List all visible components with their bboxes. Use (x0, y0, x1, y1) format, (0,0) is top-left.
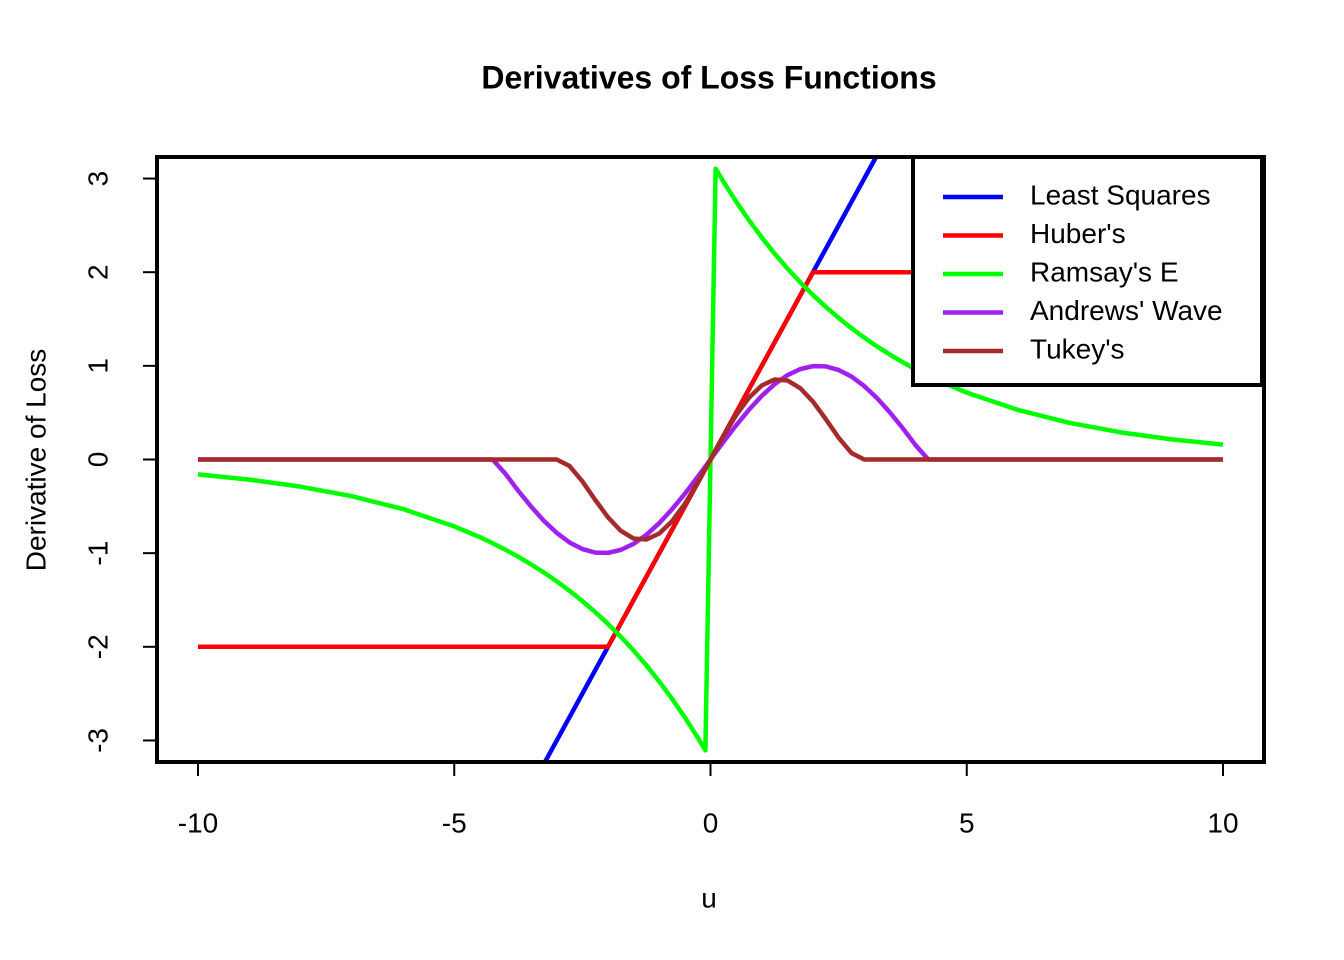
x-tick-label: 0 (703, 807, 719, 838)
x-tick-label: -5 (442, 807, 467, 838)
y-tick-label: -2 (82, 634, 113, 659)
y-tick-label: 2 (82, 264, 113, 280)
y-tick-label: 3 (82, 171, 113, 187)
chart-title: Derivatives of Loss Functions (481, 59, 936, 95)
data-line (198, 377, 1223, 542)
legend-label: Tukey's (1030, 333, 1125, 364)
x-tick-label: 10 (1207, 807, 1238, 838)
y-tick-label: 1 (82, 358, 113, 374)
x-tick-label: 5 (959, 807, 975, 838)
legend-label: Least Squares (1030, 179, 1211, 210)
y-axis-label: Derivative of Loss (20, 349, 51, 572)
y-tick-label: 0 (82, 452, 113, 468)
y-tick-label: -3 (82, 728, 113, 753)
legend-label: Huber's (1030, 218, 1126, 249)
y-tick-label: -1 (82, 541, 113, 566)
x-axis-label: u (701, 882, 717, 913)
legend-label: Ramsay's E (1030, 256, 1179, 287)
x-tick-label: -10 (178, 807, 218, 838)
legend-label: Andrews' Wave (1030, 295, 1223, 326)
